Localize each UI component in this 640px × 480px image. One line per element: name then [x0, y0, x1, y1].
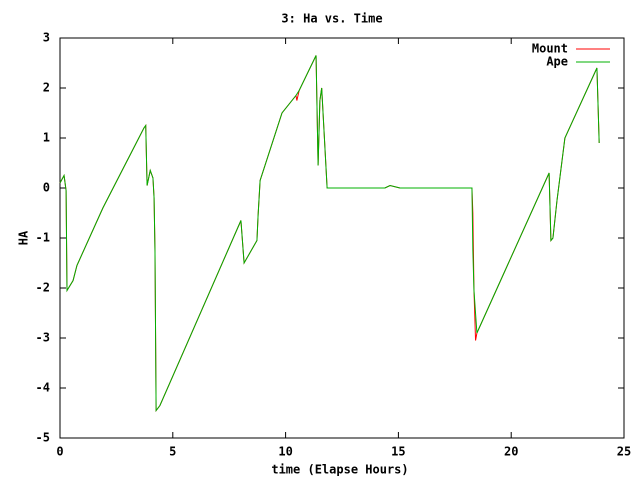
x-axis-label: time (Elapse Hours) [271, 463, 408, 477]
y-axis-label: HA [17, 230, 31, 245]
plot-frame [59, 37, 625, 439]
y-tick-label: -5 [36, 431, 50, 445]
chart-title: 3: Ha vs. Time [281, 12, 382, 26]
y-tick-label: -3 [36, 331, 50, 345]
series-line [59, 55, 600, 412]
y-tick-label: -4 [36, 381, 50, 395]
y-tick-label: 0 [43, 181, 50, 195]
x-tick-label: 10 [278, 445, 292, 459]
y-tick-label: -2 [36, 281, 50, 295]
x-tick-label: 0 [56, 445, 63, 459]
x-tick-label: 25 [617, 445, 631, 459]
series-line [59, 55, 600, 412]
y-tick-label: 2 [43, 81, 50, 95]
y-tick-label: -1 [36, 231, 50, 245]
y-tick-label: 1 [43, 131, 50, 145]
y-tick-label: 3 [43, 31, 50, 45]
x-tick-label: 5 [169, 445, 176, 459]
x-tick-label: 20 [504, 445, 518, 459]
legend-label: Ape [546, 55, 568, 69]
x-tick-label: 15 [391, 445, 405, 459]
legend-label: Mount [532, 42, 568, 56]
